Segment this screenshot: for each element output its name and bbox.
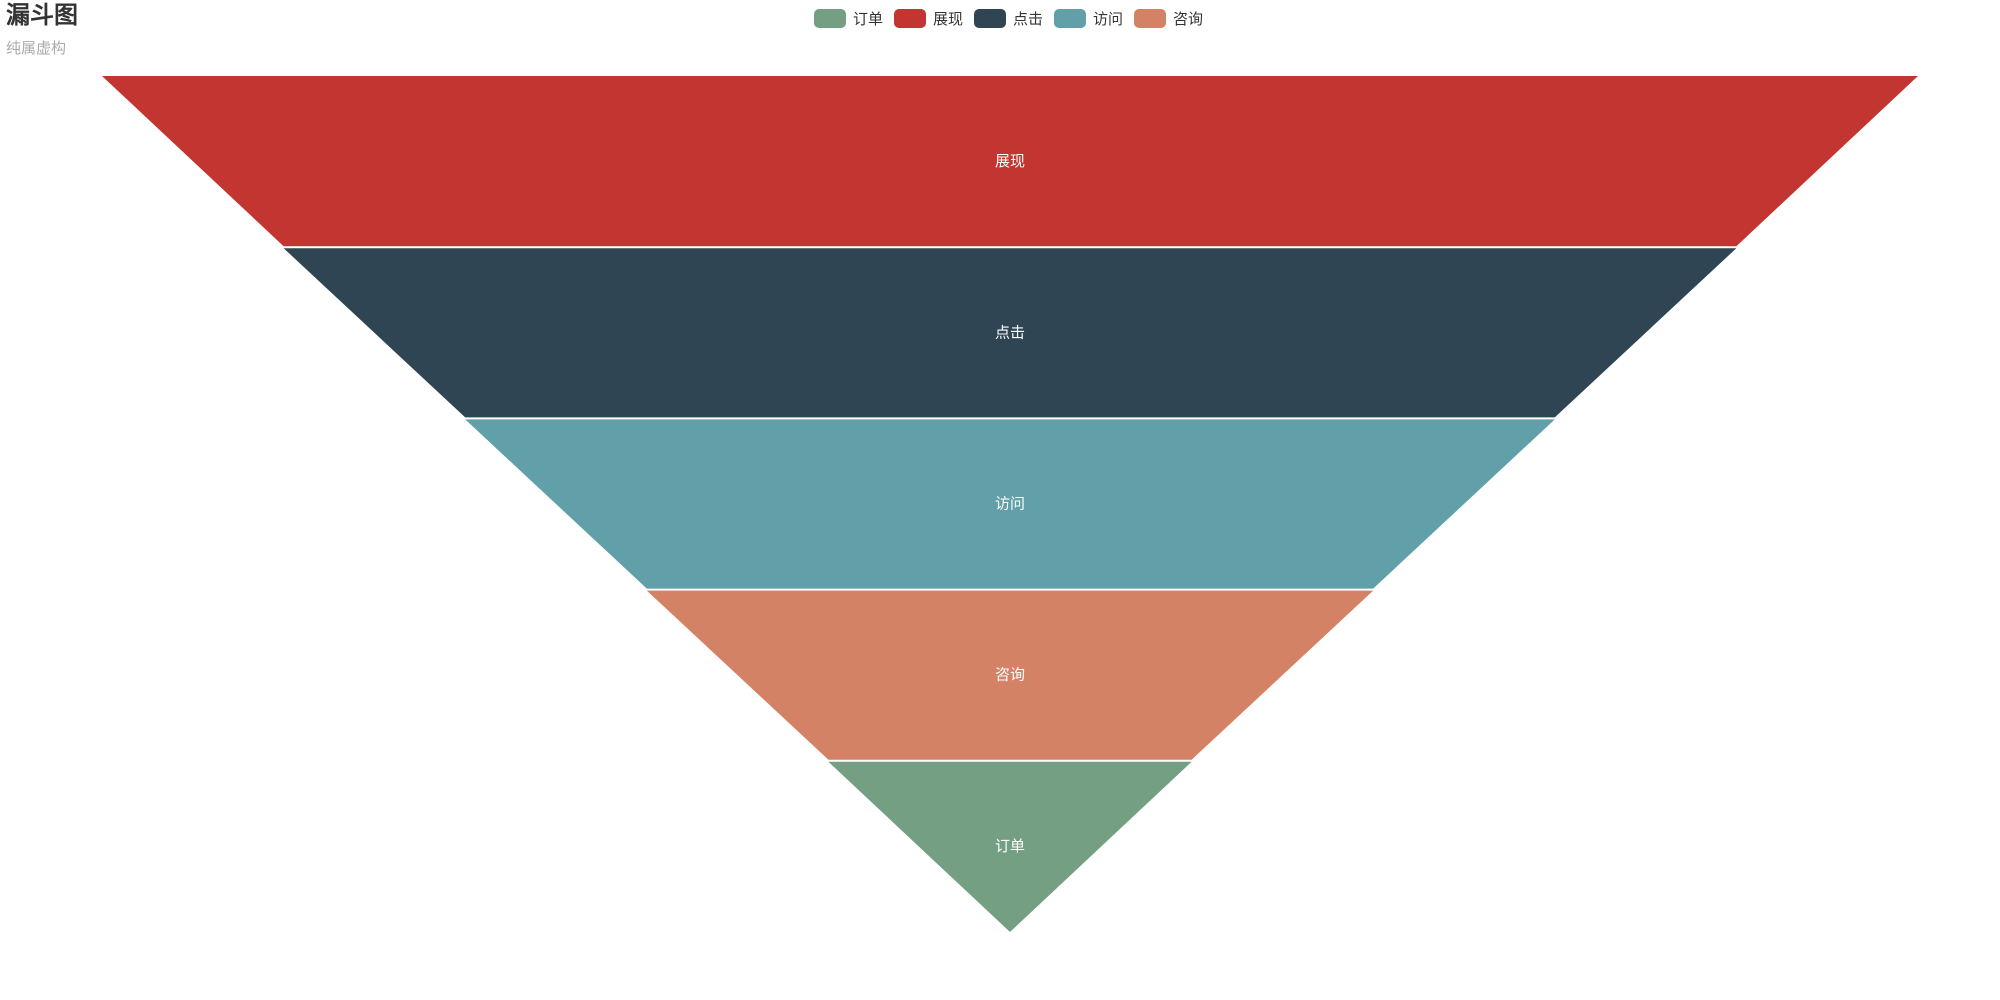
legend-swatch [974,8,1006,28]
legend-swatch [1134,8,1166,28]
chart-legend: 订单 展现 点击 访问 咨询 [0,4,2000,32]
chart-subtitle: 纯属虚构 [6,39,67,57]
funnel-segment-label-3: 咨询 [995,666,1025,684]
legend-item-2[interactable]: 点击 [974,4,1043,32]
legend-item-0[interactable]: 订单 [814,4,883,32]
legend-swatch [894,8,926,28]
legend-label: 订单 [853,9,884,28]
legend-label: 点击 [1013,9,1044,28]
legend-swatch [1054,8,1086,28]
funnel-segment-4[interactable] [828,761,1192,932]
funnel-segment-0[interactable] [102,76,1918,247]
legend-item-4[interactable]: 咨询 [1134,4,1203,32]
funnel-segment-1[interactable] [283,248,1737,418]
chart-title: 漏斗图 [6,1,78,29]
legend-label: 咨询 [1173,9,1204,28]
legend-item-1[interactable]: 展现 [894,4,963,32]
funnel-segment-3[interactable] [646,590,1374,760]
funnel-segment-label-0: 展现 [995,152,1025,170]
funnel-segment-label-4: 订单 [995,837,1025,855]
funnel-segment-label-1: 点击 [995,323,1025,341]
funnel-segment-2[interactable] [465,419,1555,589]
funnel-segment-label-2: 访问 [995,495,1025,513]
legend-label: 访问 [1093,9,1124,28]
legend-label: 展现 [933,9,964,28]
legend-item-3[interactable]: 访问 [1054,4,1123,32]
legend-swatch [814,8,846,28]
